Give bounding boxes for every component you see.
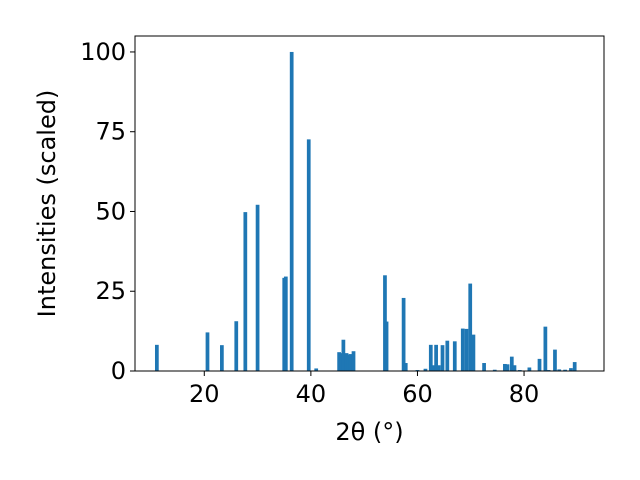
bar [403,363,408,371]
bar [464,328,469,371]
bar [445,340,450,371]
bar [423,368,428,371]
x-ticks-group: 20 40 60 80 [189,371,539,408]
bar [348,354,353,371]
bar [154,344,159,371]
bar [339,353,344,371]
bar [344,353,349,371]
bar [401,297,406,371]
bar [468,283,473,371]
x-tick-label: 60 [402,380,433,408]
bar [283,276,288,371]
x-axis-label: 2θ (°) [335,418,403,446]
bar [557,369,562,371]
bar [492,369,497,371]
bar [434,344,438,371]
y-tick-label: 50 [95,197,126,225]
bar [509,356,514,371]
bar [527,367,532,371]
bar [205,332,210,371]
bar [234,321,239,371]
bar [431,365,436,371]
y-axis-label: Intensities (scaled) [33,90,61,318]
bar [460,328,465,371]
x-tick-label: 80 [509,380,540,408]
bar [503,363,507,371]
bar [471,334,476,371]
bar [563,369,567,371]
y-tick-label: 25 [95,277,126,305]
bar [346,354,351,371]
bar [255,204,260,371]
bar [351,351,356,371]
y-tick-label: 75 [95,118,126,146]
x-tick-label: 20 [189,380,220,408]
bar [384,321,389,371]
plot-frame [134,35,605,372]
bar [569,368,573,371]
bar [440,345,445,371]
y-tick-label: 0 [111,357,126,385]
bar [572,362,577,371]
bar [306,139,311,371]
bars-group [154,51,577,371]
bar [482,363,486,371]
bar [341,339,346,371]
bar [337,352,341,371]
x-tick-label: 40 [296,380,327,408]
bar [537,358,542,371]
bar [314,368,319,371]
bar [505,364,510,371]
bar [428,344,433,371]
bar [543,326,548,371]
y-tick-label: 100 [80,38,126,66]
bar [452,341,457,371]
bar [289,51,294,371]
bar [512,365,517,371]
bar [243,212,248,371]
bar [553,349,557,371]
bar [436,365,441,371]
y-ticks-group: 0 25 50 75 100 [80,38,135,385]
bar [220,345,224,371]
